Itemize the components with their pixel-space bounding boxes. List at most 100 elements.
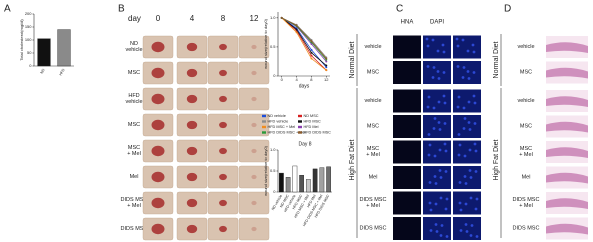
nucleus	[431, 76, 435, 79]
bar	[37, 38, 51, 67]
legend-label: HFD MSC + Mel	[268, 125, 296, 129]
label-line: DIDS MSC	[513, 197, 540, 203]
group-label: High Fat Diet	[493, 140, 500, 181]
row-label: Mel	[130, 174, 139, 180]
legend-label: ND vehicle	[268, 114, 286, 118]
tissue	[546, 67, 588, 79]
label-line: + Mel	[519, 203, 533, 209]
point	[325, 69, 328, 72]
fluorescence-image	[453, 191, 481, 215]
nucleus	[428, 201, 432, 205]
nucleus	[467, 77, 471, 80]
nucleus	[432, 106, 436, 110]
legend-label: ND MSC	[304, 114, 319, 118]
fluorescence-image	[423, 89, 451, 113]
legend-label: HFD Mel	[304, 125, 319, 129]
x-tick-label: HFD MSC	[292, 194, 304, 211]
nucleus	[425, 37, 429, 41]
label-line: + Mel	[366, 203, 380, 209]
wound	[186, 172, 198, 182]
tissue	[546, 147, 588, 158]
x-tick-label: 12	[324, 77, 329, 82]
x-tick-label: 0	[281, 77, 284, 82]
y-axis-label: wound size(relative to day0)	[263, 145, 268, 195]
label-line: vehicle	[364, 44, 381, 50]
wound	[186, 224, 198, 234]
nucleus	[433, 175, 437, 178]
bar	[292, 165, 298, 193]
legend-swatch	[298, 120, 302, 123]
nucleus	[466, 49, 470, 53]
nucleus	[462, 127, 466, 130]
point	[310, 57, 313, 60]
nucleus	[439, 176, 443, 179]
wound	[219, 173, 227, 181]
wound	[219, 121, 227, 129]
nucleus	[433, 117, 437, 120]
nucleus	[432, 66, 436, 69]
group-label: Normal Diet	[349, 41, 356, 78]
x-axis-label: days	[299, 83, 310, 89]
bar	[326, 166, 331, 193]
y-tick-label: 100	[25, 37, 32, 42]
point	[295, 28, 298, 31]
nucleus	[437, 77, 441, 80]
nucleus	[434, 202, 438, 206]
nucleus	[459, 208, 463, 212]
row-label: Mel	[522, 175, 531, 181]
fluorescence-image	[453, 166, 481, 189]
chart-title: Day 8	[298, 141, 311, 147]
wound	[251, 44, 257, 50]
column-header: HNA	[401, 20, 414, 26]
nucleus	[469, 234, 473, 237]
fluorescence-image	[393, 61, 421, 84]
nucleus	[475, 197, 479, 201]
nucleus	[434, 182, 438, 185]
wound	[219, 199, 227, 207]
row-label: vehicle	[517, 44, 534, 50]
nucleus	[442, 71, 446, 74]
nucleus	[467, 121, 471, 124]
nucleus	[469, 176, 473, 179]
legend-swatch	[298, 114, 302, 118]
label-line: MSC	[128, 145, 140, 151]
nucleus	[435, 230, 439, 233]
nucleus	[473, 122, 477, 125]
bar	[299, 174, 304, 193]
wound	[151, 145, 165, 157]
row-label: MSC	[520, 70, 532, 76]
nucleus	[456, 65, 460, 68]
nucleus	[445, 235, 449, 238]
row-label: MSC + Mel	[366, 146, 380, 158]
bar	[306, 179, 311, 193]
wound	[151, 197, 165, 209]
group-label: High Fat Diet	[349, 140, 356, 181]
point	[325, 57, 328, 60]
nucleus	[438, 128, 442, 131]
nucleus	[473, 101, 477, 105]
nucleus	[457, 153, 461, 157]
y-tick-label: 150	[25, 24, 32, 29]
nucleus	[470, 224, 474, 227]
y-tick-label: 0	[29, 63, 32, 68]
nucleus	[468, 148, 472, 152]
fluorescence-image	[453, 61, 481, 84]
fluorescence-image	[393, 115, 421, 138]
wound	[186, 68, 198, 78]
nucleus	[464, 202, 468, 206]
y-tick-label: 50	[27, 50, 32, 55]
wound	[186, 42, 198, 52]
nucleus	[437, 121, 441, 124]
nucleus	[427, 133, 431, 136]
nucleus	[438, 148, 442, 152]
panel-letter: B	[118, 4, 125, 15]
label-line: DIDS MSC	[121, 197, 148, 203]
label-line: MSC	[367, 146, 379, 152]
wound	[219, 225, 227, 233]
bar	[279, 172, 284, 193]
nucleus	[457, 133, 461, 136]
nucleus	[456, 44, 460, 48]
label-line: DIDS MSC	[121, 226, 148, 232]
nucleus	[458, 143, 462, 147]
